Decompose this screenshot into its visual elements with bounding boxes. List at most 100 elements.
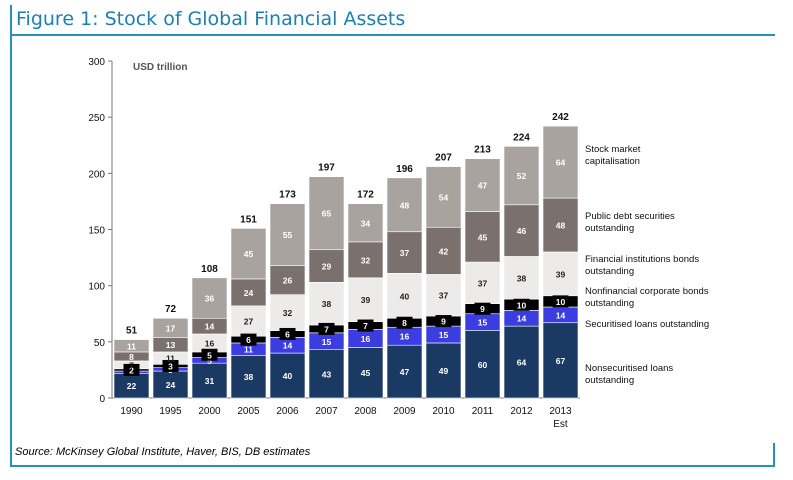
bar-segment [542, 197, 579, 253]
legend-entry: Nonsecuritised loans outstanding [585, 363, 673, 386]
segment-value-label: 39 [556, 269, 566, 279]
bar-segment [152, 317, 189, 338]
legend-entry-line: outstanding [585, 298, 634, 309]
bar-segment [503, 204, 540, 257]
bar-segment [542, 251, 579, 297]
segment-value-label: 52 [517, 171, 527, 181]
bar-segment [425, 342, 462, 399]
segment-value-label: 38 [244, 372, 254, 382]
segment-value-label: 54 [439, 192, 449, 202]
x-tick-label: 2005 [237, 406, 260, 417]
segment-value-label: 5 [207, 350, 212, 360]
segment-value-label: 5 [207, 356, 212, 366]
unit-label: USD trillion [133, 62, 187, 73]
legend-entry: Nonfinancial corporate bonds outstanding [585, 286, 709, 309]
segment-value-label: 37 [439, 291, 449, 301]
segment-value-label: 8 [402, 318, 407, 328]
bar-segment [386, 273, 423, 319]
segment-value-label: 10 [556, 297, 566, 307]
bar-total-label: 51 [126, 326, 138, 337]
chart-bars [113, 125, 579, 399]
figure-title: Figure 1: Stock of Global Financial Asse… [16, 8, 406, 30]
segment-value-label: 38 [322, 299, 332, 309]
segment-value-label: 16 [361, 334, 371, 344]
bar-total-label: 172 [357, 190, 374, 201]
bar-segment [152, 370, 189, 399]
x-tick-label: 2010 [432, 406, 455, 417]
segment-value-label: 29 [322, 262, 332, 272]
bar-segment [269, 294, 306, 331]
bar-total-label: 213 [474, 145, 491, 156]
bar-segment [269, 265, 306, 295]
y-tick-label: 300 [88, 57, 105, 68]
segment-value-label: 55 [283, 230, 293, 240]
chart-axes: 0 50 100 150 200 250 300 USD trillion [88, 57, 580, 405]
bar-total-label: 108 [201, 264, 218, 275]
bar-segment [113, 339, 150, 353]
y-tick-label: 250 [88, 113, 105, 124]
bar-segment [464, 211, 501, 263]
x-tick-label: 2008 [354, 406, 377, 417]
segment-label-box [318, 322, 335, 335]
segment-value-label: 17 [166, 323, 176, 333]
segment-value-label: 11 [244, 345, 253, 355]
segment-value-label: 40 [283, 371, 293, 381]
segment-value-label: 36 [205, 294, 215, 304]
segment-value-label: 7 [129, 360, 134, 370]
bar-segment [425, 166, 462, 228]
bar-segment [503, 256, 540, 300]
segment-label-box [357, 319, 374, 332]
segment-value-label: 13 [166, 340, 176, 350]
legend-entry-line: Nonsecuritised loans [585, 363, 673, 374]
segment-label-box [162, 359, 179, 372]
segment-value-label: 14 [205, 322, 215, 332]
legend-entry-line: Securitised loans outstanding [585, 319, 709, 330]
segment-value-label: 7 [363, 321, 368, 331]
legend-entry-line: outstanding [585, 266, 634, 277]
segment-label-box [474, 302, 491, 315]
bar-total-label: 151 [240, 214, 257, 225]
segment-value-label: 37 [400, 248, 410, 258]
segment-value-label: 47 [400, 367, 410, 377]
bar-segment [308, 176, 345, 251]
bar-total-label: 72 [165, 304, 177, 315]
legend-entry-line: Nonfinancial corporate bonds [585, 286, 709, 297]
bar-segment [269, 352, 306, 399]
segment-value-label: 39 [361, 295, 371, 305]
legend-entry-line: Public debt securities [585, 211, 675, 222]
segment-value-label: 45 [478, 232, 488, 242]
segment-value-label: 67 [556, 356, 566, 366]
x-tick-label: 2007 [315, 406, 338, 417]
x-tick-label: 2000 [198, 406, 221, 417]
segment-value-label: 40 [400, 291, 410, 301]
segment-value-label: 38 [517, 273, 527, 283]
y-tick-label: 200 [88, 169, 105, 180]
bar-segment [386, 177, 423, 233]
bar-total-label: 173 [279, 190, 296, 201]
x-tick-label: 2012 [510, 406, 533, 417]
segment-value-label: 14 [283, 341, 293, 351]
segment-value-label: 6 [285, 329, 290, 339]
bar-total-label: 242 [552, 112, 569, 123]
segment-label-box [552, 295, 569, 308]
legend-entry-line: Stock market [585, 144, 641, 155]
segment-value-label: 31 [205, 376, 215, 386]
segment-value-label: 15 [322, 337, 332, 347]
bar-segment [191, 362, 228, 399]
segment-value-label: 9 [480, 304, 485, 314]
bar-segment [542, 322, 579, 399]
segment-value-label: 45 [361, 368, 371, 378]
legend-entry-line: Financial institutions bonds [585, 254, 699, 265]
segment-value-label: 64 [517, 358, 527, 368]
segment-value-label: 8 [129, 352, 134, 362]
bar-segment [191, 277, 228, 319]
bar-segment [464, 158, 501, 212]
segment-label-box [513, 298, 530, 311]
bar-segment [464, 261, 501, 304]
segment-value-label: 7 [324, 324, 329, 334]
segment-value-label: 32 [283, 308, 293, 318]
segment-value-label: 45 [244, 249, 254, 259]
segment-value-label: 48 [400, 200, 410, 210]
x-tick-label: 2009 [393, 406, 416, 417]
